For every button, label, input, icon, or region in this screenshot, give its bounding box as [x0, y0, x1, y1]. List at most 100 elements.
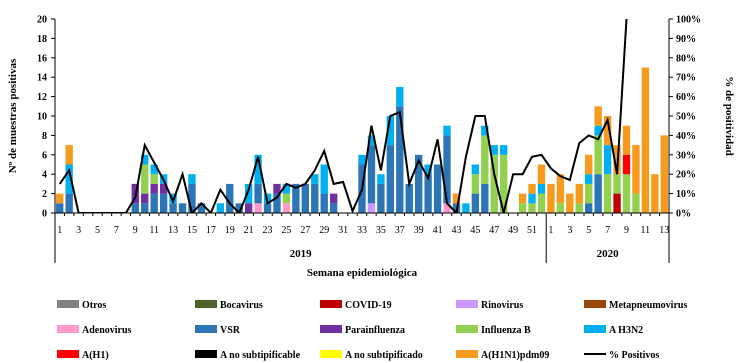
y-tick-label: 0: [42, 209, 47, 220]
bar-segment: [56, 193, 64, 204]
bar-segment: [481, 183, 489, 213]
bar-segment: [254, 203, 262, 213]
bar-segment: [537, 193, 546, 213]
bar-segment: [292, 183, 300, 213]
legend-label: A(H1): [82, 350, 109, 361]
legend-label: Influenza B: [481, 325, 531, 336]
y-tick-label: 18: [37, 34, 47, 45]
bar-segment: [537, 164, 546, 184]
bar-segment: [141, 164, 149, 194]
bar-segment: [632, 193, 640, 213]
bar-segment: [471, 193, 480, 213]
bar-segment: [178, 203, 187, 213]
x-tick-label: 27: [300, 225, 310, 236]
bar-segment: [320, 193, 328, 213]
bar-segment: [556, 203, 565, 213]
bar-segment: [500, 154, 508, 213]
x-tick-label: 5: [586, 225, 591, 236]
legend-swatch: [195, 350, 217, 358]
bar-segment: [528, 203, 536, 213]
bar-segment: [141, 193, 149, 204]
bar-segment: [490, 154, 498, 213]
x-tick-label: 31: [338, 225, 348, 236]
x-tick-label: 49: [508, 225, 518, 236]
legend-label: Parainfluenza: [345, 325, 405, 336]
bar-segment: [500, 145, 508, 155]
y2-tick-label: 100%: [676, 15, 701, 26]
y2-tick-label: 60%: [676, 92, 696, 103]
legend-swatch: [195, 300, 217, 308]
x-tick-label: 21: [244, 225, 254, 236]
y-tick-label: 6: [42, 150, 47, 161]
bar-segment: [367, 203, 376, 213]
bar-segment: [481, 135, 489, 184]
bar-segment: [197, 203, 206, 213]
legend-label: Adenovirus: [82, 325, 132, 336]
bar-segment: [622, 174, 631, 213]
bar-segment: [405, 183, 413, 213]
bar-segment: [254, 154, 262, 184]
bar-segment: [56, 203, 64, 213]
x-tick-label: 3: [567, 225, 572, 236]
bar-segment: [244, 183, 253, 204]
bar-segment: [65, 145, 73, 165]
legend-label: A H3N2: [609, 325, 643, 336]
x-tick-label: 41: [433, 225, 443, 236]
bar-segment: [150, 174, 158, 184]
y2-axis-title: % de positividad: [723, 76, 735, 155]
bar-segment: [585, 174, 593, 184]
bar-segment: [594, 174, 602, 213]
bar-segment: [273, 183, 281, 194]
legend-swatch: [320, 350, 342, 358]
bar-segment: [244, 203, 253, 213]
x-tick-label: 39: [414, 225, 424, 236]
bar-segment: [528, 193, 536, 204]
y2-tick-label: 40%: [676, 131, 696, 142]
bar-segment: [273, 193, 281, 213]
bar-segment: [320, 164, 328, 194]
bar-segment: [622, 125, 631, 155]
bar-segment: [386, 145, 395, 213]
bar-segment: [528, 183, 536, 194]
bar-segment: [471, 174, 480, 194]
bar-segment: [651, 174, 659, 213]
x-tick-label: 11: [149, 225, 159, 236]
bar-segment: [396, 106, 404, 213]
bar-segment: [367, 145, 376, 204]
x-tick-label: 47: [489, 225, 499, 236]
y2-tick-label: 80%: [676, 53, 696, 64]
legend-label: A(H1N1)pdm09: [481, 350, 549, 361]
bar-segment: [150, 183, 158, 194]
bar-segment: [216, 203, 224, 213]
x-tick-label: 5: [95, 225, 100, 236]
bar-segment: [603, 174, 612, 213]
y-tick-label: 4: [42, 170, 47, 181]
y-tick-label: 16: [37, 53, 47, 64]
y2-tick-label: 70%: [676, 73, 696, 84]
legend-swatch: [195, 325, 217, 333]
bar-segment: [282, 183, 291, 194]
bar-segment: [282, 193, 291, 204]
bar-segment: [377, 174, 385, 184]
y-tick-label: 14: [37, 73, 47, 84]
legend-swatch: [320, 325, 342, 333]
y-tick-label: 2: [42, 189, 47, 200]
x-tick-label: 9: [624, 225, 629, 236]
bar-segment: [613, 174, 621, 194]
bar-segment: [575, 203, 583, 213]
bar-segment: [65, 164, 73, 194]
bar-segment: [462, 203, 470, 213]
bar-segment: [603, 116, 612, 146]
bar-segment: [131, 203, 139, 213]
y2-tick-label: 90%: [676, 34, 696, 45]
y2-tick-label: 10%: [676, 189, 696, 200]
legend-label: COVID-19: [345, 300, 392, 311]
legend-label: Otros: [82, 300, 106, 311]
x-tick-label: 33: [357, 225, 367, 236]
positivity-line: [58, 19, 628, 213]
bar-segment: [641, 67, 650, 213]
bar-segment: [282, 203, 291, 213]
x-tick-label: 9: [133, 225, 138, 236]
bar-segment: [424, 174, 432, 213]
